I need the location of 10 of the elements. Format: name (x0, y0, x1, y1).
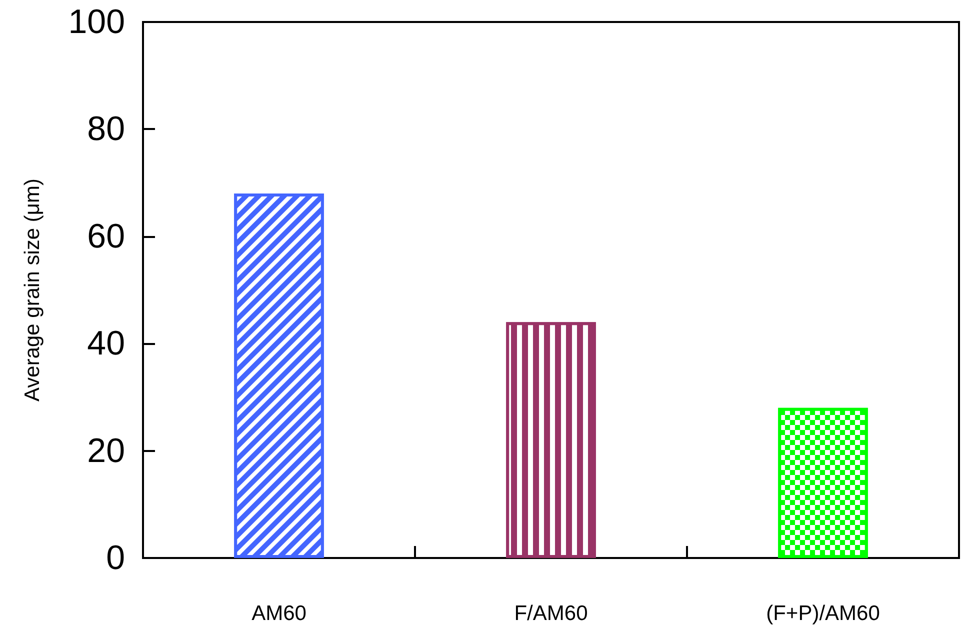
y-tick-label: 40 (87, 324, 125, 363)
x-tick-label: AM60 (252, 602, 306, 625)
x-tick-label: (F+P)/AM60 (766, 602, 880, 625)
y-axis-title: Average grain size (μm) (21, 178, 44, 402)
y-tick-label: 0 (106, 539, 125, 577)
y-tick-label: 80 (87, 110, 125, 148)
y-tick-label: 20 (87, 432, 125, 470)
y-tick-label: 60 (87, 217, 125, 256)
y-tick-label: 100 (68, 3, 125, 41)
x-tick-label: F/AM60 (514, 602, 588, 625)
